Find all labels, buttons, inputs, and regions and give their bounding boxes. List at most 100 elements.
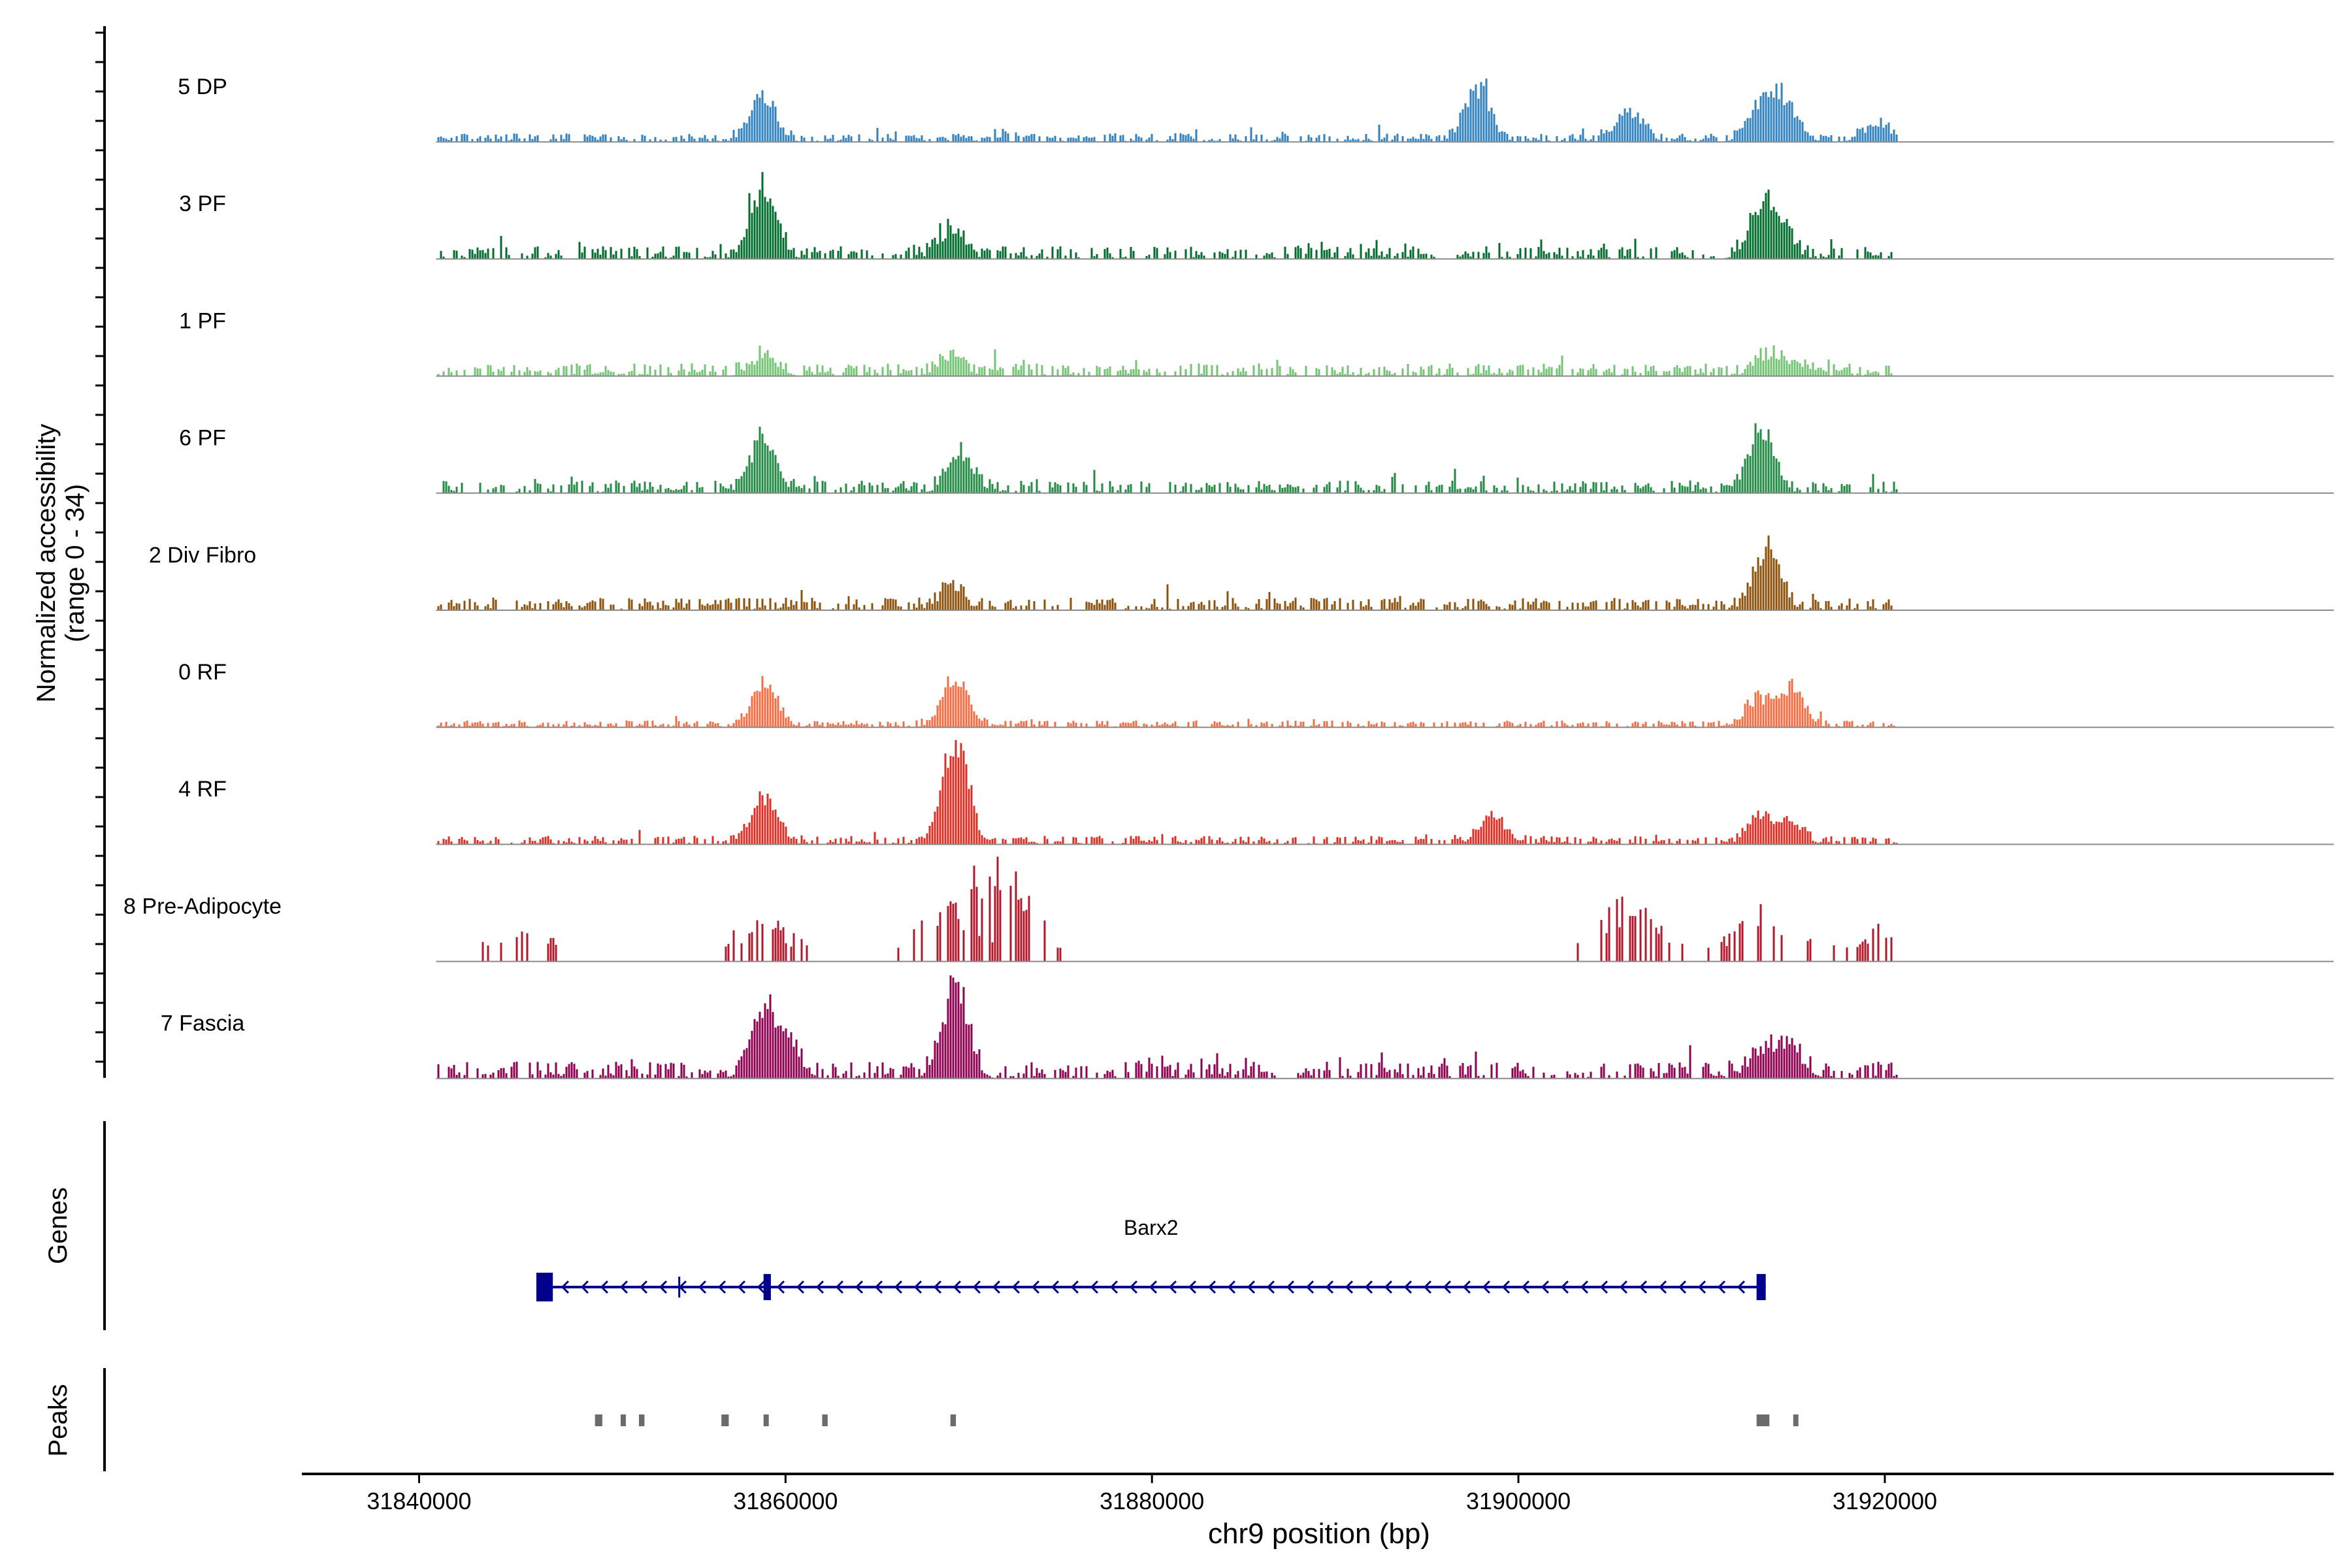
strand-arrow bbox=[1639, 1280, 1648, 1294]
strand-arrow bbox=[776, 1280, 785, 1294]
peak-region bbox=[620, 1414, 626, 1426]
strand-arrow bbox=[953, 1280, 962, 1294]
peak-region bbox=[763, 1414, 769, 1426]
strand-arrow bbox=[1247, 1280, 1256, 1294]
strand-arrow bbox=[1443, 1280, 1452, 1294]
strand-arrow bbox=[1697, 1280, 1707, 1294]
x-tick-label: 31900000 bbox=[1466, 1488, 1571, 1514]
track-label: 3 PF bbox=[179, 191, 226, 216]
strand-arrow bbox=[1070, 1280, 1079, 1294]
track-8-pre-adipocyte: 8 Pre-Adipocyte bbox=[123, 857, 2334, 962]
peak-region bbox=[595, 1414, 602, 1426]
strand-arrow bbox=[1482, 1280, 1491, 1294]
track-2-div-fibro: 2 Div Fibro bbox=[149, 535, 2334, 611]
strand-arrow bbox=[639, 1280, 648, 1294]
strand-arrow bbox=[1129, 1280, 1138, 1294]
strand-arrow bbox=[717, 1280, 727, 1294]
strand-arrow bbox=[1325, 1280, 1334, 1294]
strand-arrow bbox=[1521, 1280, 1530, 1294]
strand-arrow bbox=[1051, 1280, 1060, 1294]
track-label: 7 Fascia bbox=[161, 1011, 245, 1036]
strand-arrow bbox=[796, 1280, 805, 1294]
peak-region bbox=[950, 1414, 956, 1426]
track-label: 4 RF bbox=[178, 777, 227, 802]
strand-arrow bbox=[1678, 1280, 1687, 1294]
coverage-area bbox=[437, 345, 1893, 376]
strand-arrow bbox=[1227, 1280, 1236, 1294]
strand-arrow bbox=[698, 1280, 707, 1294]
strand-arrow bbox=[1560, 1280, 1569, 1294]
strand-arrow bbox=[933, 1280, 942, 1294]
strand-arrow bbox=[1286, 1280, 1295, 1294]
strand-arrow bbox=[737, 1280, 746, 1294]
strand-arrow bbox=[757, 1280, 766, 1294]
strand-arrow bbox=[600, 1280, 609, 1294]
x-axis: 31840000 31860000 31880000 31900000 31920000 bbox=[302, 1473, 2334, 1514]
strand-arrow bbox=[815, 1280, 825, 1294]
x-tick-label: 31840000 bbox=[367, 1488, 471, 1514]
strand-arrow bbox=[992, 1280, 1001, 1294]
x-tick-label: 31920000 bbox=[1833, 1488, 1937, 1514]
strand-arrow bbox=[1658, 1280, 1667, 1294]
y-axis-label-line1: Normalized accessibility bbox=[32, 424, 61, 703]
strand-arrow bbox=[1109, 1280, 1119, 1294]
gene-barx2: Barx2 bbox=[536, 1216, 1766, 1301]
coverage-area bbox=[437, 975, 1898, 1079]
track-3-pf: 3 PF bbox=[179, 172, 2334, 260]
gene-exon bbox=[536, 1273, 553, 1301]
strand-arrow bbox=[1462, 1280, 1471, 1294]
strand-arrow bbox=[1580, 1280, 1589, 1294]
strand-arrow bbox=[1403, 1280, 1413, 1294]
strand-arrow bbox=[1168, 1280, 1177, 1294]
track-6-pf: 6 PF bbox=[179, 423, 2334, 494]
peak-region bbox=[1793, 1414, 1799, 1426]
track-1-pf: 1 PF bbox=[179, 308, 2334, 377]
track-label: 5 DP bbox=[178, 74, 227, 99]
strand-arrow bbox=[1501, 1280, 1511, 1294]
strand-arrow bbox=[1599, 1280, 1609, 1294]
strand-arrow bbox=[1207, 1280, 1217, 1294]
strand-arrow bbox=[1149, 1280, 1158, 1294]
strand-arrow bbox=[894, 1280, 903, 1294]
peak-region bbox=[822, 1414, 828, 1426]
strand-arrow bbox=[1541, 1280, 1550, 1294]
strand-arrow bbox=[913, 1280, 923, 1294]
gene-name-label: Barx2 bbox=[1124, 1216, 1179, 1239]
strand-arrow bbox=[1737, 1280, 1746, 1294]
peak-region bbox=[638, 1414, 645, 1426]
track-label: 6 PF bbox=[179, 426, 226, 451]
strand-arrow bbox=[561, 1280, 570, 1294]
peak-region bbox=[1756, 1414, 1770, 1426]
strand-arrow bbox=[855, 1280, 864, 1294]
track-5-dp: 5 DP bbox=[178, 74, 2334, 143]
gene-exon bbox=[763, 1274, 771, 1300]
track-label: 0 RF bbox=[178, 660, 227, 685]
strand-arrow bbox=[1011, 1280, 1021, 1294]
strand-arrow bbox=[1266, 1280, 1275, 1294]
coverage-tracks: 5 DP 3 PF 1 PF 6 PF 2 Div Fibro 0 RF 4 RF 8 Pre… bbox=[95, 26, 2334, 1079]
strand-arrow bbox=[1364, 1280, 1373, 1294]
coverage-area bbox=[440, 172, 1893, 259]
strand-arrow bbox=[1188, 1280, 1197, 1294]
strand-arrow bbox=[1384, 1280, 1393, 1294]
peaks-panel-label: Peaks bbox=[44, 1384, 73, 1456]
strand-arrow bbox=[659, 1280, 668, 1294]
coverage-area bbox=[437, 535, 1893, 610]
strand-arrow bbox=[1345, 1280, 1354, 1294]
track-label: 8 Pre-Adipocyte bbox=[123, 894, 282, 919]
gene-exon bbox=[1756, 1274, 1766, 1300]
x-tick-label: 31880000 bbox=[1100, 1488, 1204, 1514]
strand-arrow bbox=[874, 1280, 883, 1294]
strand-arrow bbox=[1031, 1280, 1040, 1294]
coverage-area bbox=[442, 423, 1898, 493]
y-axis-label-line2: (range 0 - 34) bbox=[61, 484, 90, 642]
strand-arrow bbox=[1619, 1280, 1628, 1294]
x-tick-label: 31860000 bbox=[733, 1488, 838, 1514]
genes-panel-label: Genes bbox=[44, 1187, 73, 1264]
strand-arrow bbox=[619, 1280, 629, 1294]
peaks-panel bbox=[103, 1368, 1799, 1471]
track-4-rf: 4 RF bbox=[178, 740, 2334, 845]
track-label: 1 PF bbox=[179, 308, 226, 333]
